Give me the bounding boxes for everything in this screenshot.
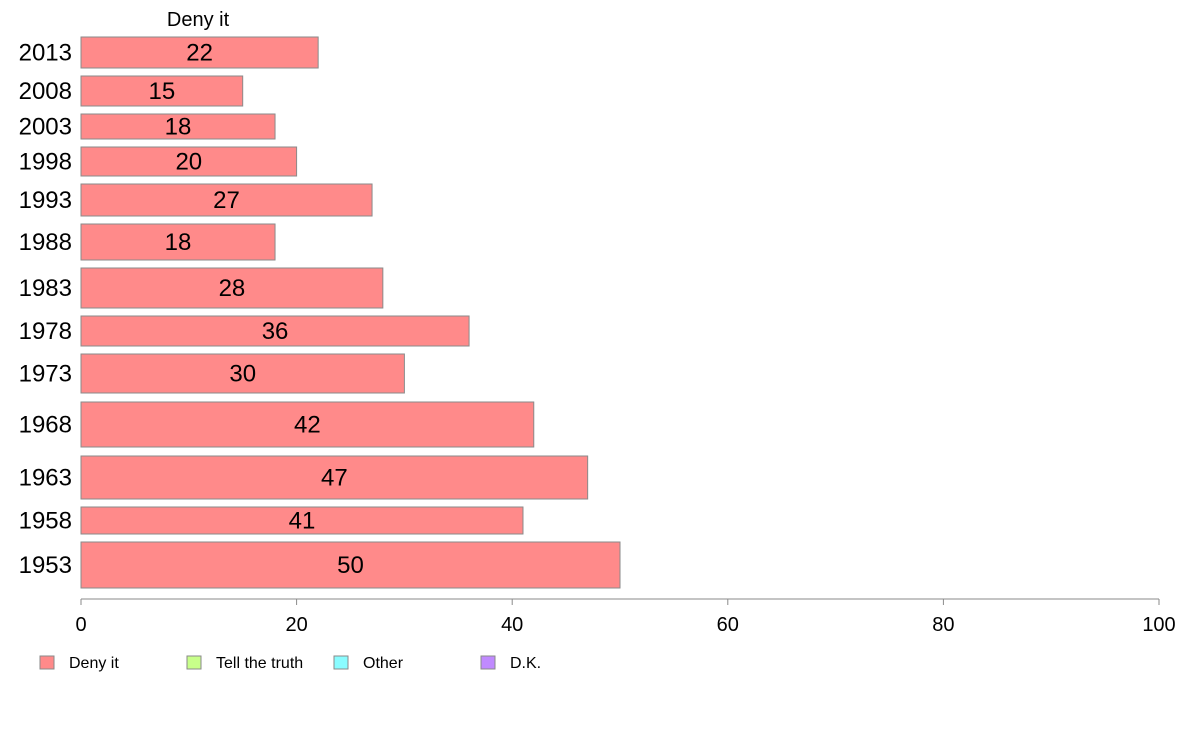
y-tick-label-1988: 1988 <box>19 229 72 256</box>
bar-1988 <box>80 223 276 261</box>
bar-value-label-1998: 20 <box>175 149 202 176</box>
bar-value-label-1973: 30 <box>229 361 256 388</box>
legend-swatch-0 <box>39 655 55 670</box>
y-tick-label-2008: 2008 <box>19 78 72 105</box>
bar-1953 <box>80 541 621 589</box>
bar-1998 <box>80 146 298 177</box>
x-tick-label-100: 100 <box>1142 614 1175 636</box>
y-tick-label-1968: 1968 <box>19 412 72 439</box>
y-tick-label-1963: 1963 <box>19 465 72 492</box>
y-tick-label-1978: 1978 <box>19 318 72 345</box>
bar-value-label-1988: 18 <box>165 229 192 256</box>
bar-1993 <box>80 183 373 217</box>
y-tick-label-1998: 1998 <box>19 149 72 176</box>
y-tick-label-2003: 2003 <box>19 114 72 141</box>
bar-2013 <box>80 36 319 69</box>
bars-group <box>80 36 621 589</box>
x-tick-label-40: 40 <box>501 614 523 636</box>
y-tick-label-2013: 2013 <box>19 40 72 67</box>
bar-1978 <box>80 315 470 347</box>
bar-1968 <box>80 401 535 448</box>
bar-2003 <box>80 113 276 140</box>
bar-value-label-1978: 36 <box>262 318 289 345</box>
legend-swatch-3 <box>480 655 496 670</box>
x-axis: 0 20 40 60 80 100 <box>75 598 1176 636</box>
bar-value-label-1993: 27 <box>213 187 240 214</box>
y-tick-label-1993: 1993 <box>19 187 72 214</box>
bar-value-label-1968: 42 <box>294 412 321 439</box>
y-tick-label-1958: 1958 <box>19 508 72 535</box>
bar-value-label-1983: 28 <box>219 275 246 302</box>
bar-value-label-1958: 41 <box>289 508 316 535</box>
bar-value-label-2013: 22 <box>186 40 213 67</box>
y-tick-label-1973: 1973 <box>19 361 72 388</box>
bar-1963 <box>80 455 589 500</box>
bar-1983 <box>80 267 384 309</box>
bar-value-label-1963: 47 <box>321 465 348 492</box>
legend-label-3: D.K. <box>510 655 541 672</box>
bar-2008 <box>80 75 244 107</box>
chart-title: Deny it <box>167 9 230 31</box>
x-tick-label-0: 0 <box>75 614 86 636</box>
legend-label-2: Other <box>363 655 404 672</box>
y-tick-label-1953: 1953 <box>19 552 72 579</box>
legend: Deny it Tell the truth Other D.K. <box>39 655 541 672</box>
bar-1958 <box>80 506 524 535</box>
y-axis-labels: 2013 2008 2003 1998 1993 1988 1983 1978 1973 1968… <box>19 40 72 580</box>
legend-label-0: Deny it <box>69 655 119 672</box>
y-tick-label-1983: 1983 <box>19 275 72 302</box>
bar-value-label-2003: 18 <box>165 114 192 141</box>
legend-label-1: Tell the truth <box>216 655 303 672</box>
x-tick-label-80: 80 <box>932 614 954 636</box>
x-tick-label-20: 20 <box>285 614 307 636</box>
bar-value-label-2008: 15 <box>148 78 175 105</box>
bar-1973 <box>80 353 405 394</box>
x-tick-label-60: 60 <box>717 614 739 636</box>
legend-swatch-1 <box>186 655 202 670</box>
bar-value-label-1953: 50 <box>337 552 364 579</box>
legend-swatch-2 <box>333 655 349 670</box>
